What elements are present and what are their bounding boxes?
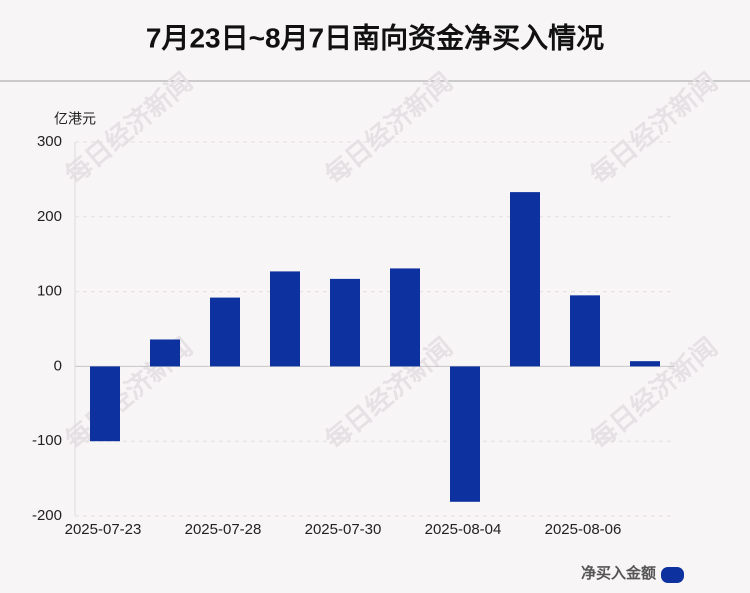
bar (270, 271, 300, 367)
bar (150, 339, 180, 367)
bar (450, 366, 480, 502)
x-tick-label: 2025-07-23 (65, 521, 142, 538)
bar (210, 297, 240, 367)
chart-title: 7月23日~8月7日南向资金净买入情况 (146, 21, 604, 53)
bar (570, 295, 600, 367)
y-unit: 亿港元 (54, 111, 96, 127)
legend-swatch (661, 567, 684, 583)
bar (330, 278, 360, 367)
x-tick-label: 2025-08-06 (545, 521, 622, 538)
y-tick-label: -200 (32, 507, 62, 524)
y-tick-label: 200 (37, 208, 62, 225)
y-tick-label: 100 (37, 283, 62, 300)
x-tick-label: 2025-07-30 (305, 521, 382, 538)
bar (90, 366, 120, 442)
bar (630, 361, 660, 367)
bar (390, 268, 420, 367)
x-tick-label: 2025-07-28 (185, 521, 262, 538)
legend-label: 净买入金额 (581, 564, 656, 582)
y-tick-label: -100 (32, 432, 62, 449)
x-tick-label: 2025-08-04 (425, 521, 502, 538)
y-tick-label: 0 (54, 357, 62, 374)
y-tick-label: 300 (37, 133, 62, 150)
bar (510, 192, 540, 367)
